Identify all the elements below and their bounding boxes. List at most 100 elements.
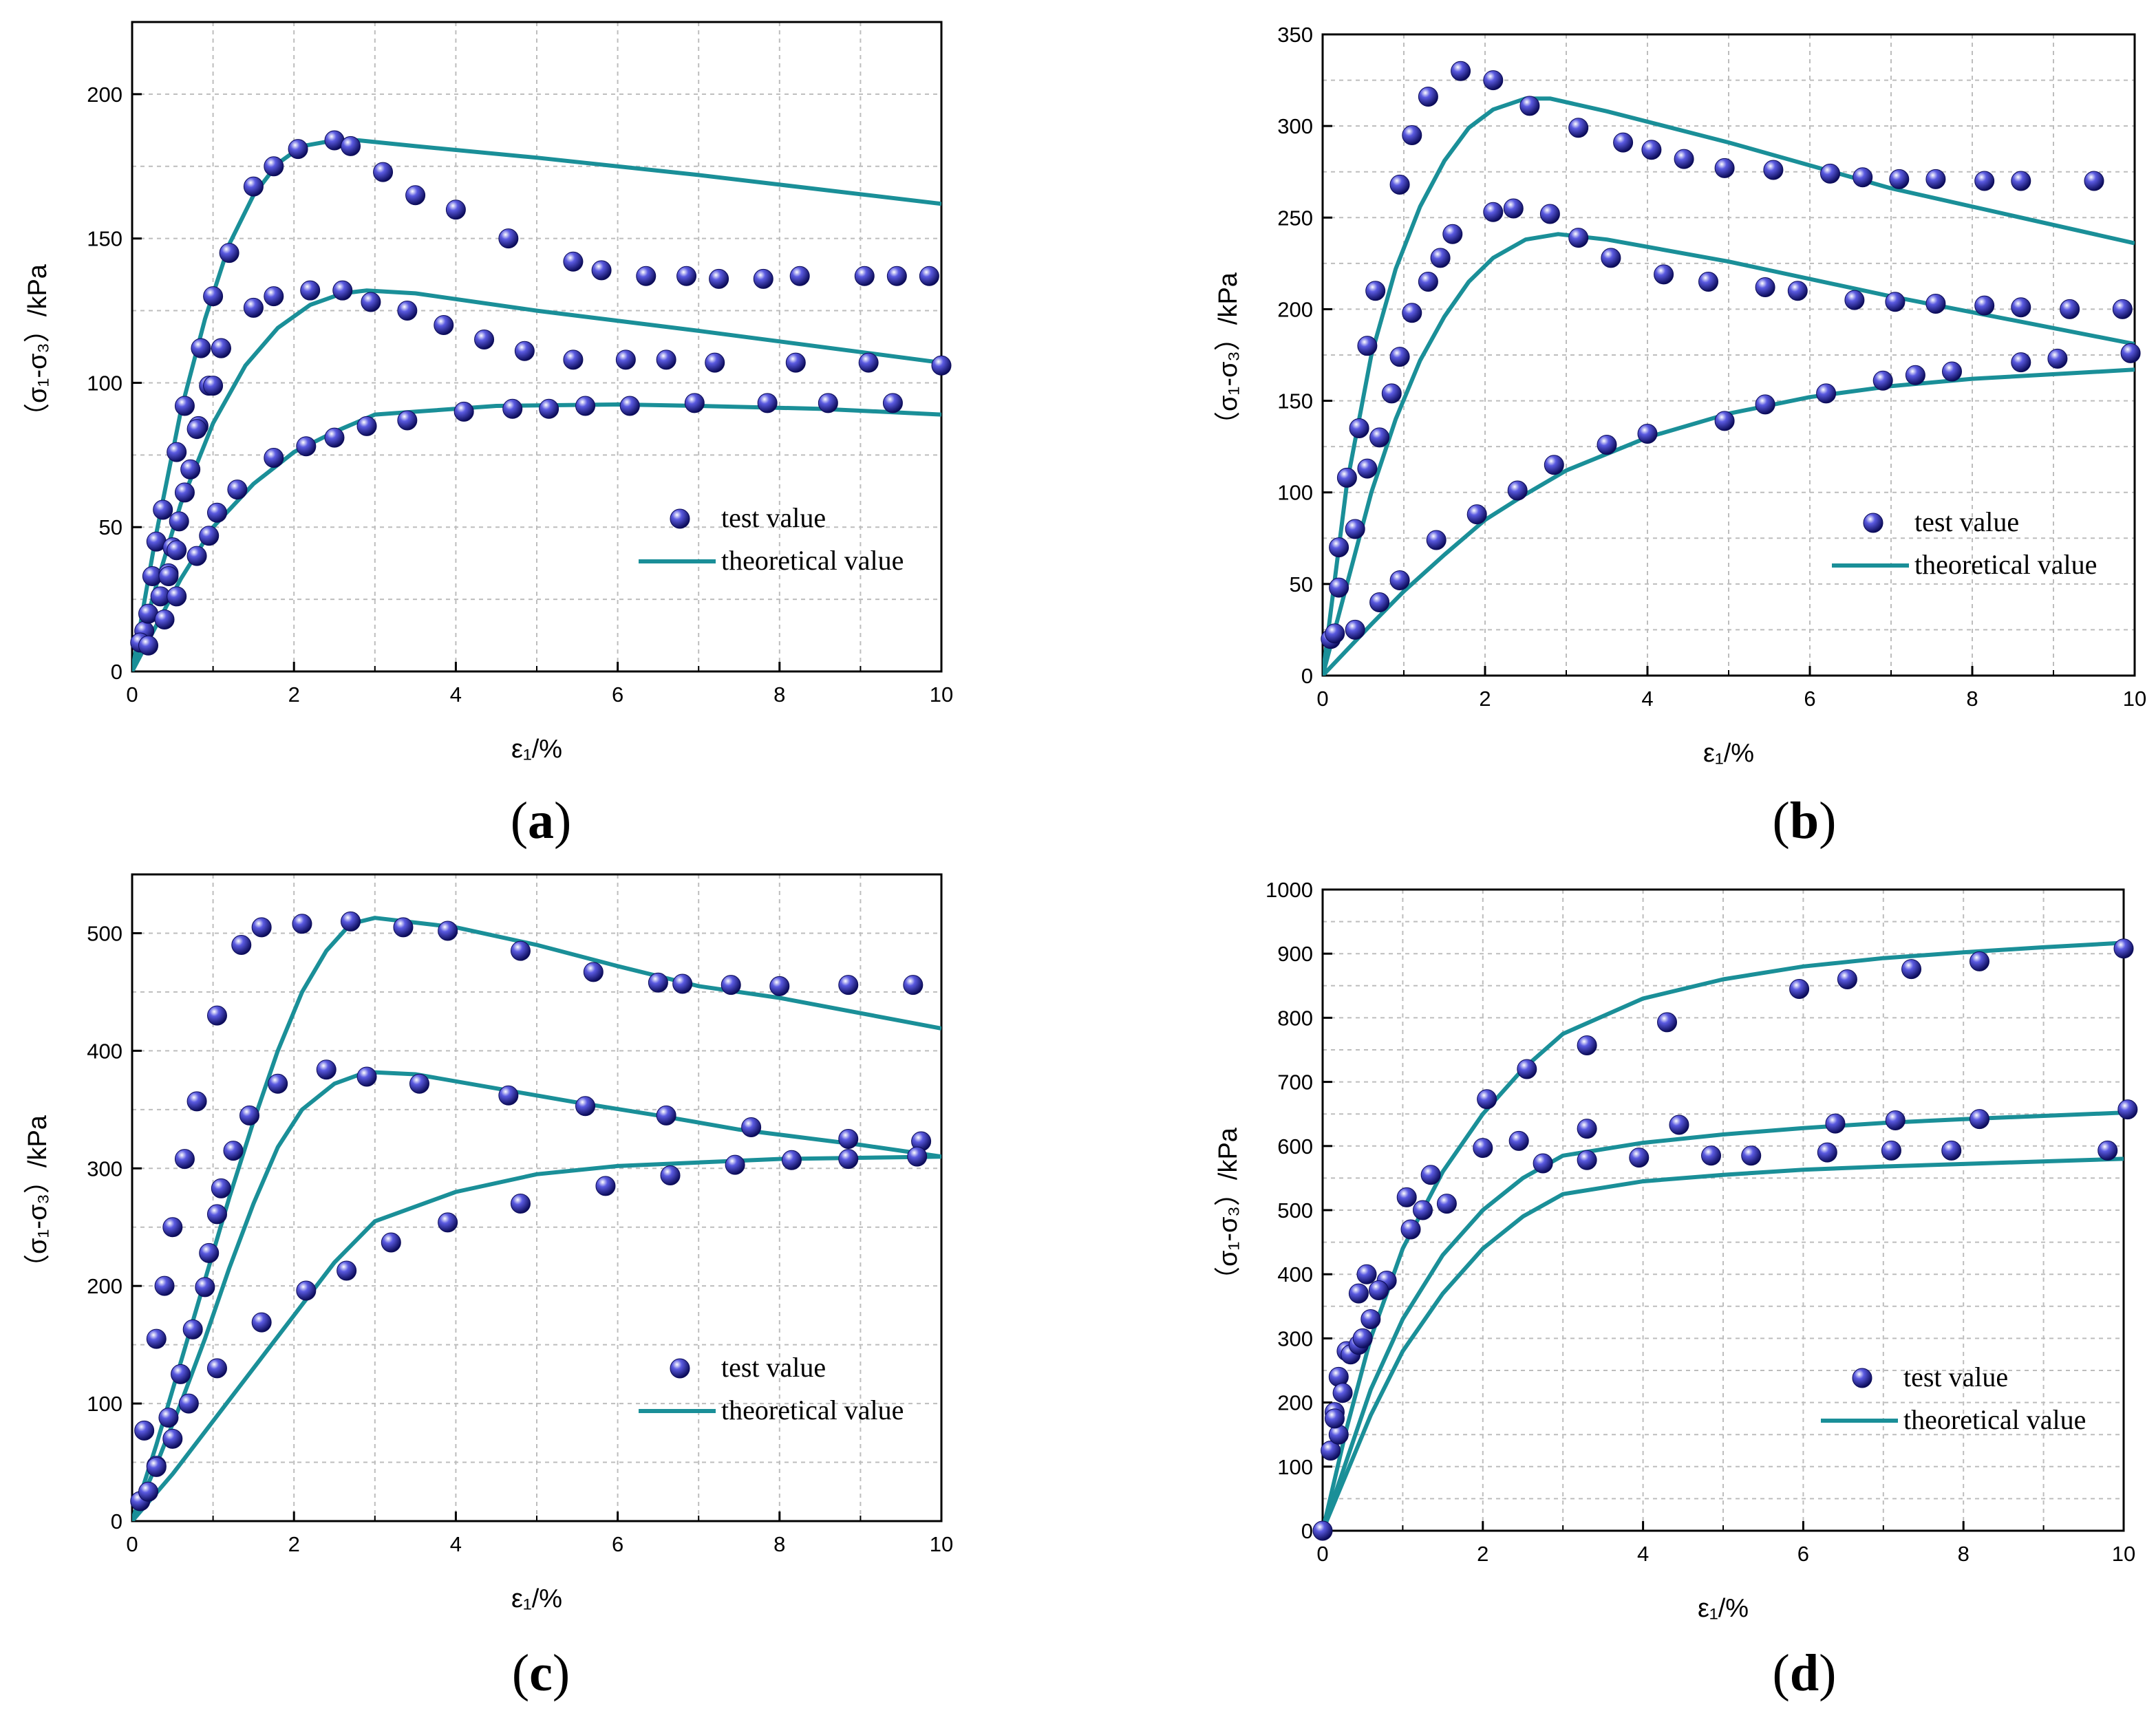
legend-label-test: test value xyxy=(1914,506,2019,537)
test-point xyxy=(445,200,466,220)
test-point xyxy=(838,1129,859,1150)
test-point xyxy=(1533,1153,1553,1174)
test-point xyxy=(1466,504,1487,525)
theoretical-curve-1 xyxy=(1323,940,2124,1531)
test-point xyxy=(1885,292,1906,312)
test-point xyxy=(199,526,220,546)
x-axis-title: ε₁/% xyxy=(1703,739,1754,768)
test-point xyxy=(1368,1280,1389,1300)
test-point xyxy=(1741,1145,1762,1166)
theoretical-curve-2 xyxy=(132,1070,941,1521)
test-point xyxy=(1396,1187,1417,1207)
test-point xyxy=(502,398,523,419)
chart-d-svg: 0 2 4 6 8 1001002003004005006007008009001000ε… xyxy=(1214,878,2138,1623)
test-series-2 xyxy=(130,280,952,653)
y-tick-label: 200 xyxy=(1277,1391,1313,1415)
test-point xyxy=(341,911,361,932)
test-point xyxy=(838,975,859,995)
test-point xyxy=(356,1066,377,1087)
legend-label-theory: theoretical value xyxy=(1914,549,2097,580)
y-tick-label: 0 xyxy=(1301,1519,1313,1543)
legend: test value theoretical value xyxy=(1821,1361,2086,1435)
y-axis-title: （σ₁-σ₃）/kPa xyxy=(23,263,52,429)
test-point xyxy=(1969,1109,1989,1130)
test-point xyxy=(931,355,952,376)
test-point xyxy=(211,1178,231,1198)
test-point xyxy=(1389,570,1410,591)
y-tick-label: 700 xyxy=(1277,1070,1313,1095)
x-tick-label: 10 xyxy=(2112,1542,2135,1566)
test-point xyxy=(1451,61,1471,81)
test-point xyxy=(1312,1520,1333,1541)
y-tick-label: 100 xyxy=(87,371,122,395)
test-point xyxy=(1442,224,1463,244)
test-point xyxy=(2112,299,2133,319)
test-point xyxy=(1905,365,1925,385)
test-point xyxy=(1321,1441,1341,1461)
test-point xyxy=(1436,1194,1457,1214)
test-point xyxy=(1348,1283,1369,1304)
x-tick-label: 8 xyxy=(1966,687,1978,711)
test-point xyxy=(1657,1012,1678,1033)
test-point xyxy=(219,243,239,263)
test-point xyxy=(1357,336,1378,356)
y-tick-label: 200 xyxy=(1277,297,1313,321)
test-point xyxy=(206,502,227,523)
test-point xyxy=(154,609,175,629)
test-point xyxy=(1544,455,1564,475)
test-point xyxy=(1637,424,1658,444)
test-point xyxy=(1872,370,1893,391)
test-point xyxy=(539,398,559,419)
panel-label-a-letter: a xyxy=(528,792,554,850)
test-point xyxy=(1825,1113,1846,1134)
test-point xyxy=(1577,1035,1597,1055)
test-point xyxy=(1816,383,1837,404)
y-tick-label: 0 xyxy=(111,660,122,684)
test-point xyxy=(195,1277,215,1298)
test-point xyxy=(818,393,838,413)
test-point xyxy=(1345,619,1365,640)
test-point xyxy=(264,156,284,177)
legend-label-test: test value xyxy=(1903,1361,2008,1392)
test-point xyxy=(162,1428,183,1449)
test-point xyxy=(1389,347,1410,367)
x-axis-title: ε₁/% xyxy=(511,1584,562,1613)
y-tick-label: 150 xyxy=(1277,389,1313,413)
legend-label-theory: theoretical value xyxy=(721,1395,904,1425)
y-tick-label: 1000 xyxy=(1266,878,1313,902)
test-point xyxy=(1413,1200,1433,1220)
test-point xyxy=(191,338,211,358)
test-point xyxy=(1349,418,1369,439)
test-point xyxy=(251,1312,272,1333)
test-point xyxy=(243,176,264,197)
test-point xyxy=(705,352,725,373)
test-point xyxy=(356,416,377,436)
y-tick-label: 250 xyxy=(1277,206,1313,230)
test-point xyxy=(769,976,790,996)
test-point xyxy=(434,315,454,336)
test-point xyxy=(1389,174,1410,195)
test-point xyxy=(1508,1130,1529,1151)
test-point xyxy=(854,266,875,286)
test-point xyxy=(167,540,187,561)
test-point xyxy=(1507,480,1528,501)
x-tick-label: 6 xyxy=(1797,1542,1809,1566)
test-point xyxy=(907,1146,928,1167)
x-tick-label: 0 xyxy=(126,1532,138,1556)
test-point xyxy=(903,975,924,995)
test-point xyxy=(1885,1110,1906,1131)
test-point xyxy=(300,280,321,301)
y-tick-label: 100 xyxy=(1277,1455,1313,1479)
test-point xyxy=(134,1420,155,1441)
test-point xyxy=(341,136,361,156)
x-tick-label: 0 xyxy=(1316,1542,1328,1566)
test-point xyxy=(231,935,252,956)
y-tick-label: 100 xyxy=(87,1392,122,1416)
test-point xyxy=(1889,169,1910,189)
test-point xyxy=(206,1358,227,1379)
panel-label-a: (a) xyxy=(510,792,572,850)
test-point xyxy=(1402,125,1422,145)
panel-label-d: (d) xyxy=(1772,1644,1837,1702)
test-point xyxy=(1418,87,1438,107)
test-point xyxy=(171,1364,191,1384)
